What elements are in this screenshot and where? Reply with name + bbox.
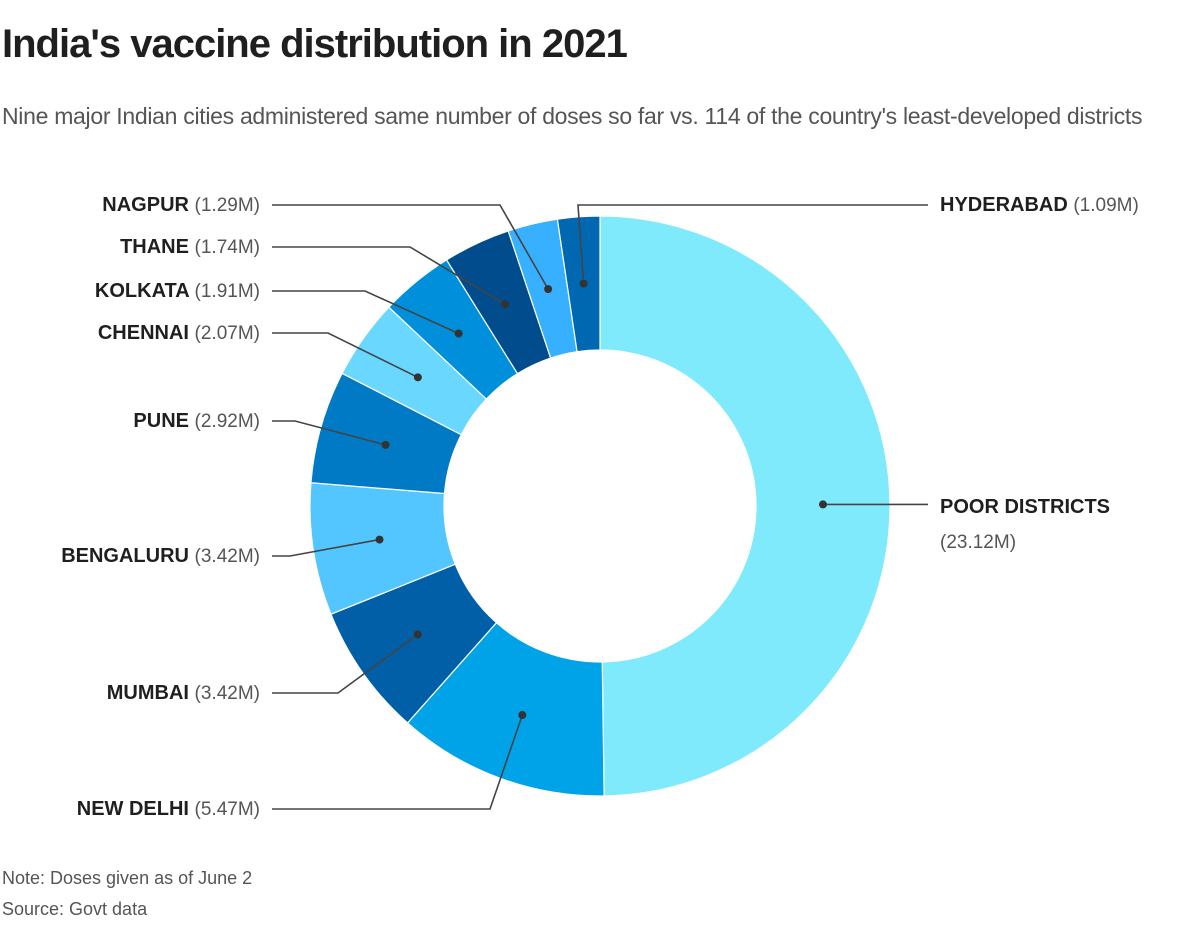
slice-poor-districts xyxy=(599,215,891,797)
label-name: KOLKATA xyxy=(95,280,195,302)
label-thane: THANE (1.74M) xyxy=(120,236,260,258)
chart-note: Note: Doses given as of June 2 xyxy=(2,868,253,888)
label-name: NEW DELHI xyxy=(77,798,195,820)
leader-dot-kolkata xyxy=(454,329,463,338)
donut-slices xyxy=(309,215,891,797)
leader-dot-poor-districts xyxy=(818,500,827,509)
leader-lines xyxy=(272,204,928,810)
label-name: HYDERABAD xyxy=(940,194,1073,216)
leader-line-kolkata xyxy=(272,290,459,335)
label-value: (3.42M) xyxy=(195,546,260,567)
leader-dot-chennai xyxy=(413,373,422,382)
chart-source: Source: Govt data xyxy=(2,899,148,919)
label-bengaluru: BENGALURU (3.42M) xyxy=(61,545,260,567)
label-value: (1.29M) xyxy=(195,195,260,216)
label-poor-districts: POOR DISTRICTS (23.12M) xyxy=(940,496,1110,553)
leader-line-thane xyxy=(272,246,506,305)
leader-line-hyderabad xyxy=(577,204,928,284)
chart-subtitle: Nine major Indian cities administered sa… xyxy=(2,103,1143,129)
label-value: (3.42M) xyxy=(195,683,260,704)
leader-dot-pune xyxy=(381,440,390,449)
label-name: MUMBAI xyxy=(107,682,195,704)
slice-hyderabad xyxy=(556,215,601,353)
leader-line-pune xyxy=(272,420,386,446)
label-name: THANE xyxy=(120,236,194,258)
label-value: (2.92M) xyxy=(195,411,260,432)
label-new-delhi: NEW DELHI (5.47M) xyxy=(77,798,260,820)
leader-line-new-delhi xyxy=(272,714,524,810)
label-name: CHENNAI xyxy=(98,322,195,344)
leader-line-nagpur xyxy=(272,204,549,290)
label-value: (5.47M) xyxy=(195,799,260,820)
label-mumbai: MUMBAI (3.42M) xyxy=(107,682,260,704)
leader-line-mumbai xyxy=(272,633,419,694)
leader-line-chennai xyxy=(272,332,419,379)
leader-dot-thane xyxy=(501,300,510,309)
label-value: (23.12M) xyxy=(940,532,1016,553)
slice-labels: POOR DISTRICTS (23.12M) NEW DELHI (5.47M) M… xyxy=(61,194,1139,820)
label-kolkata: KOLKATA (1.91M) xyxy=(95,280,260,302)
label-pune: PUNE (2.92M) xyxy=(133,410,260,432)
leader-dot-new-delhi xyxy=(518,711,527,720)
label-value: (2.07M) xyxy=(195,323,260,344)
label-nagpur: NAGPUR (1.29M) xyxy=(102,194,260,216)
leader-line-bengaluru xyxy=(272,538,380,557)
label-hyderabad: HYDERABAD (1.09M) xyxy=(940,194,1139,216)
label-name: NAGPUR xyxy=(102,194,194,216)
chart-title: India's vaccine distribution in 2021 xyxy=(2,22,628,66)
label-value: (1.91M) xyxy=(195,281,260,302)
leader-dot-hyderabad xyxy=(579,279,588,288)
label-value: (1.09M) xyxy=(1073,195,1138,216)
label-value: (1.74M) xyxy=(195,237,260,258)
leader-dot-mumbai xyxy=(413,630,422,639)
label-name: PUNE xyxy=(133,410,194,432)
leader-dot-nagpur xyxy=(544,285,553,294)
label-name: POOR DISTRICTS xyxy=(940,496,1110,518)
label-chennai: CHENNAI (2.07M) xyxy=(98,322,260,344)
leader-dot-bengaluru xyxy=(375,535,384,544)
label-name: BENGALURU xyxy=(61,545,194,567)
